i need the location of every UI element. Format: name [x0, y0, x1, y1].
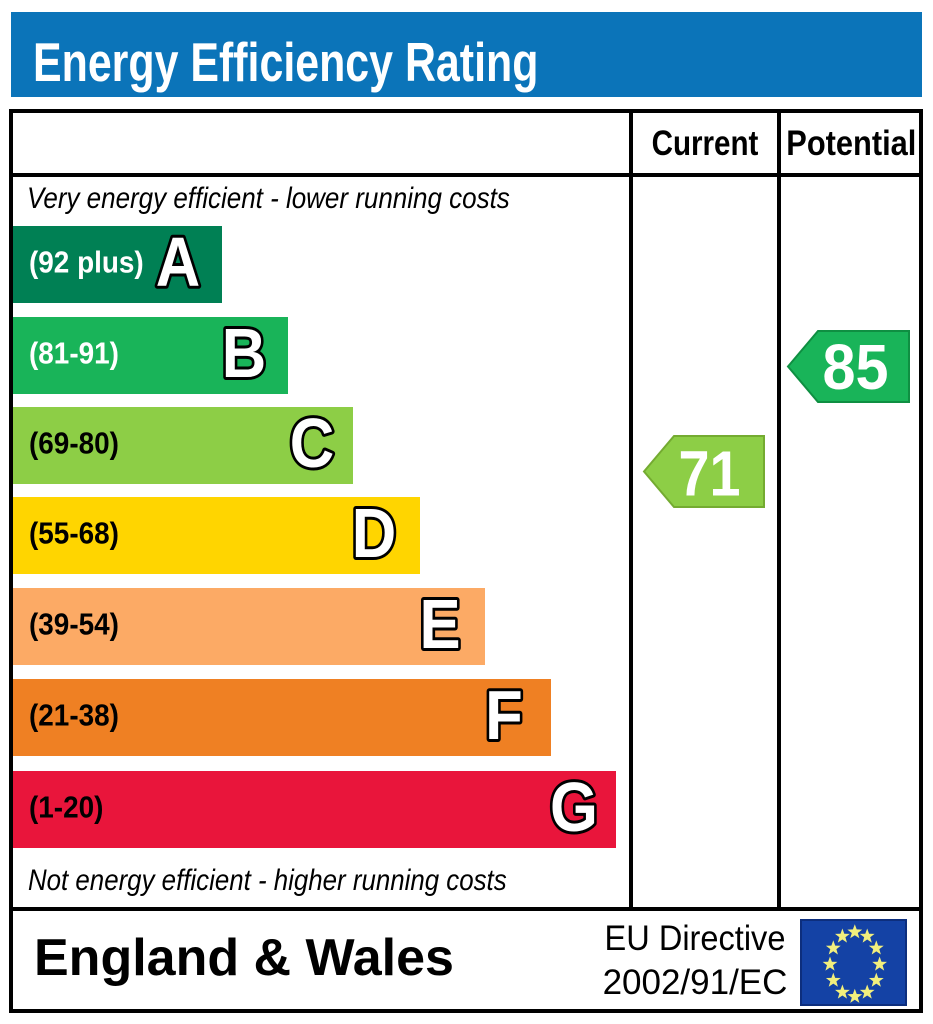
svg-text:F: F — [485, 675, 523, 754]
svg-text:71: 71 — [679, 438, 741, 510]
svg-text:B: B — [222, 313, 266, 392]
svg-text:C: C — [290, 403, 334, 482]
svg-text:E: E — [419, 584, 460, 663]
svg-text:A: A — [156, 222, 200, 301]
svg-text:D: D — [352, 493, 396, 572]
svg-text:G: G — [550, 767, 598, 846]
svg-text:85: 85 — [823, 331, 889, 403]
